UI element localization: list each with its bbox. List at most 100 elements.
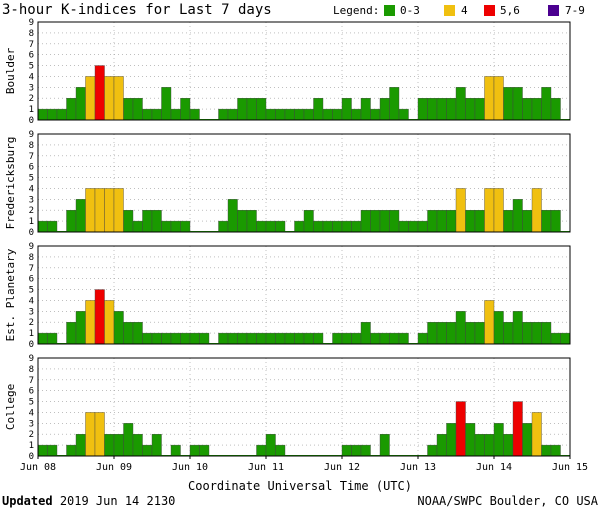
k-index-bar [113,76,124,121]
k-index-bar [503,434,514,457]
k-index-bar [161,220,172,233]
k-index-bar [455,87,466,121]
k-index-bar [446,98,457,121]
panel-label: Fredericksburg [4,137,17,230]
k-index-bar [474,322,485,345]
k-index-bar [47,108,58,121]
y-tick-label: 7 [29,40,34,50]
legend-item-4: 4 [461,4,468,17]
k-index-bar [237,210,248,233]
legend-item-7-9: 7-9 [565,4,585,17]
k-index-bar [370,210,381,233]
k-index-bar [104,300,115,345]
k-index-bar [66,322,77,345]
k-index-bar [512,401,523,457]
x-tick-label: Jun 13 [400,462,436,473]
k-index-bar [522,210,533,233]
k-index-bar [294,220,305,233]
credit-text: NOAA/SWPC Boulder, CO USA [417,494,598,508]
x-tick-label: Jun 10 [172,462,208,473]
k-index-bar [170,332,181,345]
k-index-bar [265,220,276,233]
y-tick-label: 0 [29,452,34,462]
k-index-bar [142,210,153,233]
k-index-bar [132,220,143,233]
k-index-bar [360,444,371,457]
k-index-bar [427,322,438,345]
k-index-bar [180,332,191,345]
k-index-bar [37,332,48,345]
k-index-bar [560,332,571,345]
k-index-bar [47,220,58,233]
k-index-bar [275,220,286,233]
legend-swatch-4 [444,5,455,16]
y-tick-label: 0 [29,228,34,238]
k-index-bar [132,322,143,345]
k-index-bar [550,98,561,121]
k-index-bar [180,98,191,121]
k-index-bar [37,108,48,121]
k-index-bar [275,108,286,121]
k-index-bar [370,332,381,345]
k-index-bar [484,76,495,121]
k-index-bar [246,210,257,233]
k-index-bar [541,444,552,457]
k-index-bar [123,98,134,121]
k-index-bar [417,98,428,121]
k-index-bar [465,98,476,121]
k-index-bar [455,311,466,345]
x-tick-label: Jun 15 [552,462,588,473]
k-index-bar [85,300,96,345]
k-index-bar [398,108,409,121]
k-index-bar [246,332,257,345]
k-index-bar [256,220,267,233]
k-index-bar [379,210,390,233]
k-index-bar [417,332,428,345]
k-index-bar [341,332,352,345]
y-tick-label: 2 [29,318,34,328]
k-index-bar [474,210,485,233]
k-index-bar [66,210,77,233]
y-tick-label: 4 [29,184,34,194]
k-index-bar [360,322,371,345]
y-tick-label: 3 [29,195,34,205]
y-tick-label: 1 [29,217,34,227]
k-index-bar [113,188,124,233]
k-index-bar [493,423,504,457]
k-index-bar [256,332,267,345]
x-tick-label: Jun 14 [476,462,512,473]
k-index-bar [218,332,229,345]
k-index-bar [313,332,324,345]
k-index-bar [360,98,371,121]
updated-text: Updated 2019 Jun 14 2130 [2,494,175,508]
y-tick-label: 9 [29,354,34,364]
k-index-bar [151,108,162,121]
k-index-bar [379,332,390,345]
updated-value: 2019 Jun 14 2130 [60,494,176,508]
k-index-bar [66,98,77,121]
panels: 0123456789Boulder0123456789Fredericksbur… [4,18,571,462]
k-index-bar [313,98,324,121]
k-index-bar [189,444,200,457]
k-index-bar [522,322,533,345]
k-index-bar [550,444,561,457]
y-tick-label: 8 [29,365,34,375]
k-index-bar [94,289,105,345]
k-index-bar [265,108,276,121]
y-tick-label: 4 [29,72,34,82]
k-index-bar [170,220,181,233]
k-index-bar [522,423,533,457]
k-index-bar [161,87,172,121]
k-index-bar [189,108,200,121]
k-index-bar [284,332,295,345]
k-index-bar [484,434,495,457]
k-index-bar [294,332,305,345]
panel-label: Boulder [4,47,17,94]
k-index-bar [313,220,324,233]
k-index-bar [151,434,162,457]
k-index-bar [541,322,552,345]
